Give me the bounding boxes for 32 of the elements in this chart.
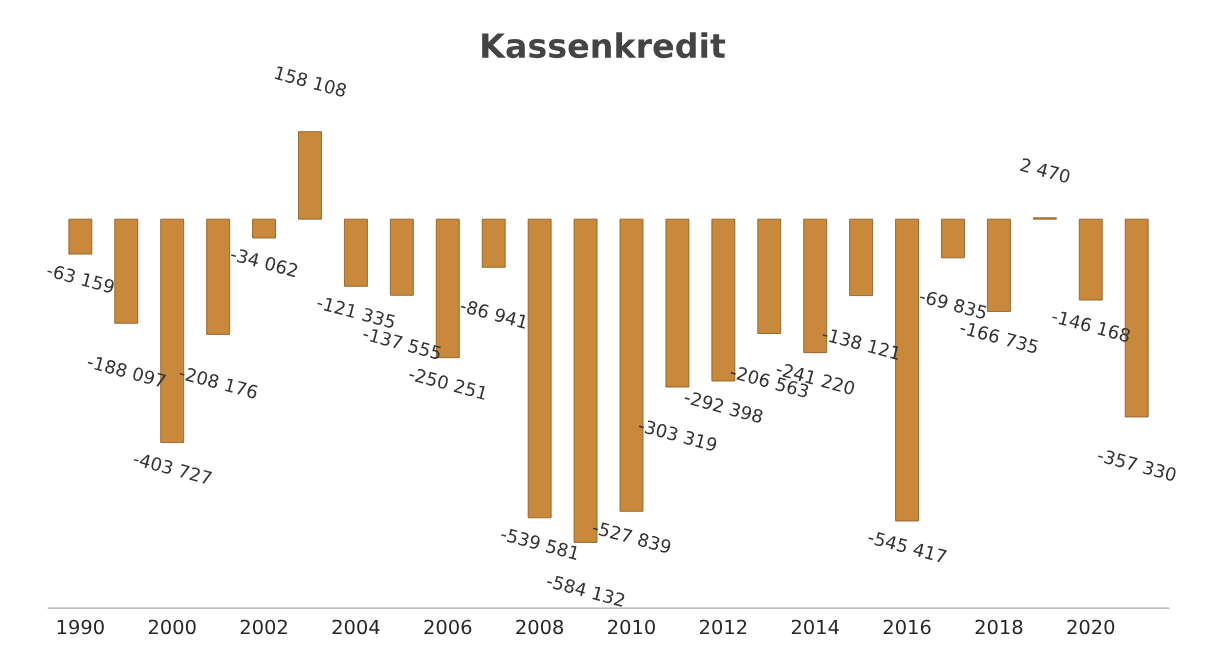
data-label: -121 335 xyxy=(316,295,396,329)
data-label: -69 835 xyxy=(918,288,988,320)
data-label: -146 168 xyxy=(1051,308,1131,343)
data-label: -403 727 xyxy=(132,451,213,486)
x-tick-label: 2000 xyxy=(148,619,196,635)
data-label: -63 159 xyxy=(46,262,115,294)
x-tick-label: 2002 xyxy=(240,619,287,635)
x-tick-label: 2006 xyxy=(424,619,472,635)
data-label: -86 941 xyxy=(459,298,528,329)
data-label: -34 062 xyxy=(229,246,299,278)
data-label: -188 097 xyxy=(86,354,167,388)
data-label: -166 735 xyxy=(959,320,1039,354)
x-tick-label: 1990 xyxy=(57,619,104,635)
x-tick-label: 2014 xyxy=(791,619,839,635)
x-tick-label: 2018 xyxy=(975,619,1023,635)
data-label: -527 839 xyxy=(591,520,672,554)
x-tick-label: 2016 xyxy=(883,619,931,635)
data-label: -208 176 xyxy=(178,365,259,400)
x-tick-label: 2008 xyxy=(516,619,564,635)
x-tick-label: 2004 xyxy=(332,619,380,635)
data-label: -545 417 xyxy=(867,530,947,564)
x-tick-label: 2020 xyxy=(1067,619,1115,635)
data-label: -357 330 xyxy=(1096,448,1177,482)
data-label: 2 470 xyxy=(1019,157,1071,184)
x-tick-label: 2010 xyxy=(608,619,655,635)
data-label: -138 121 xyxy=(821,326,901,361)
data-label: -539 581 xyxy=(499,526,580,561)
data-label: -584 132 xyxy=(545,573,626,608)
x-tick-label: 2012 xyxy=(700,619,747,635)
chart-title: Kassenkredit xyxy=(482,32,726,59)
data-label: -250 251 xyxy=(408,366,488,401)
data-label: 158 108 xyxy=(274,65,348,98)
